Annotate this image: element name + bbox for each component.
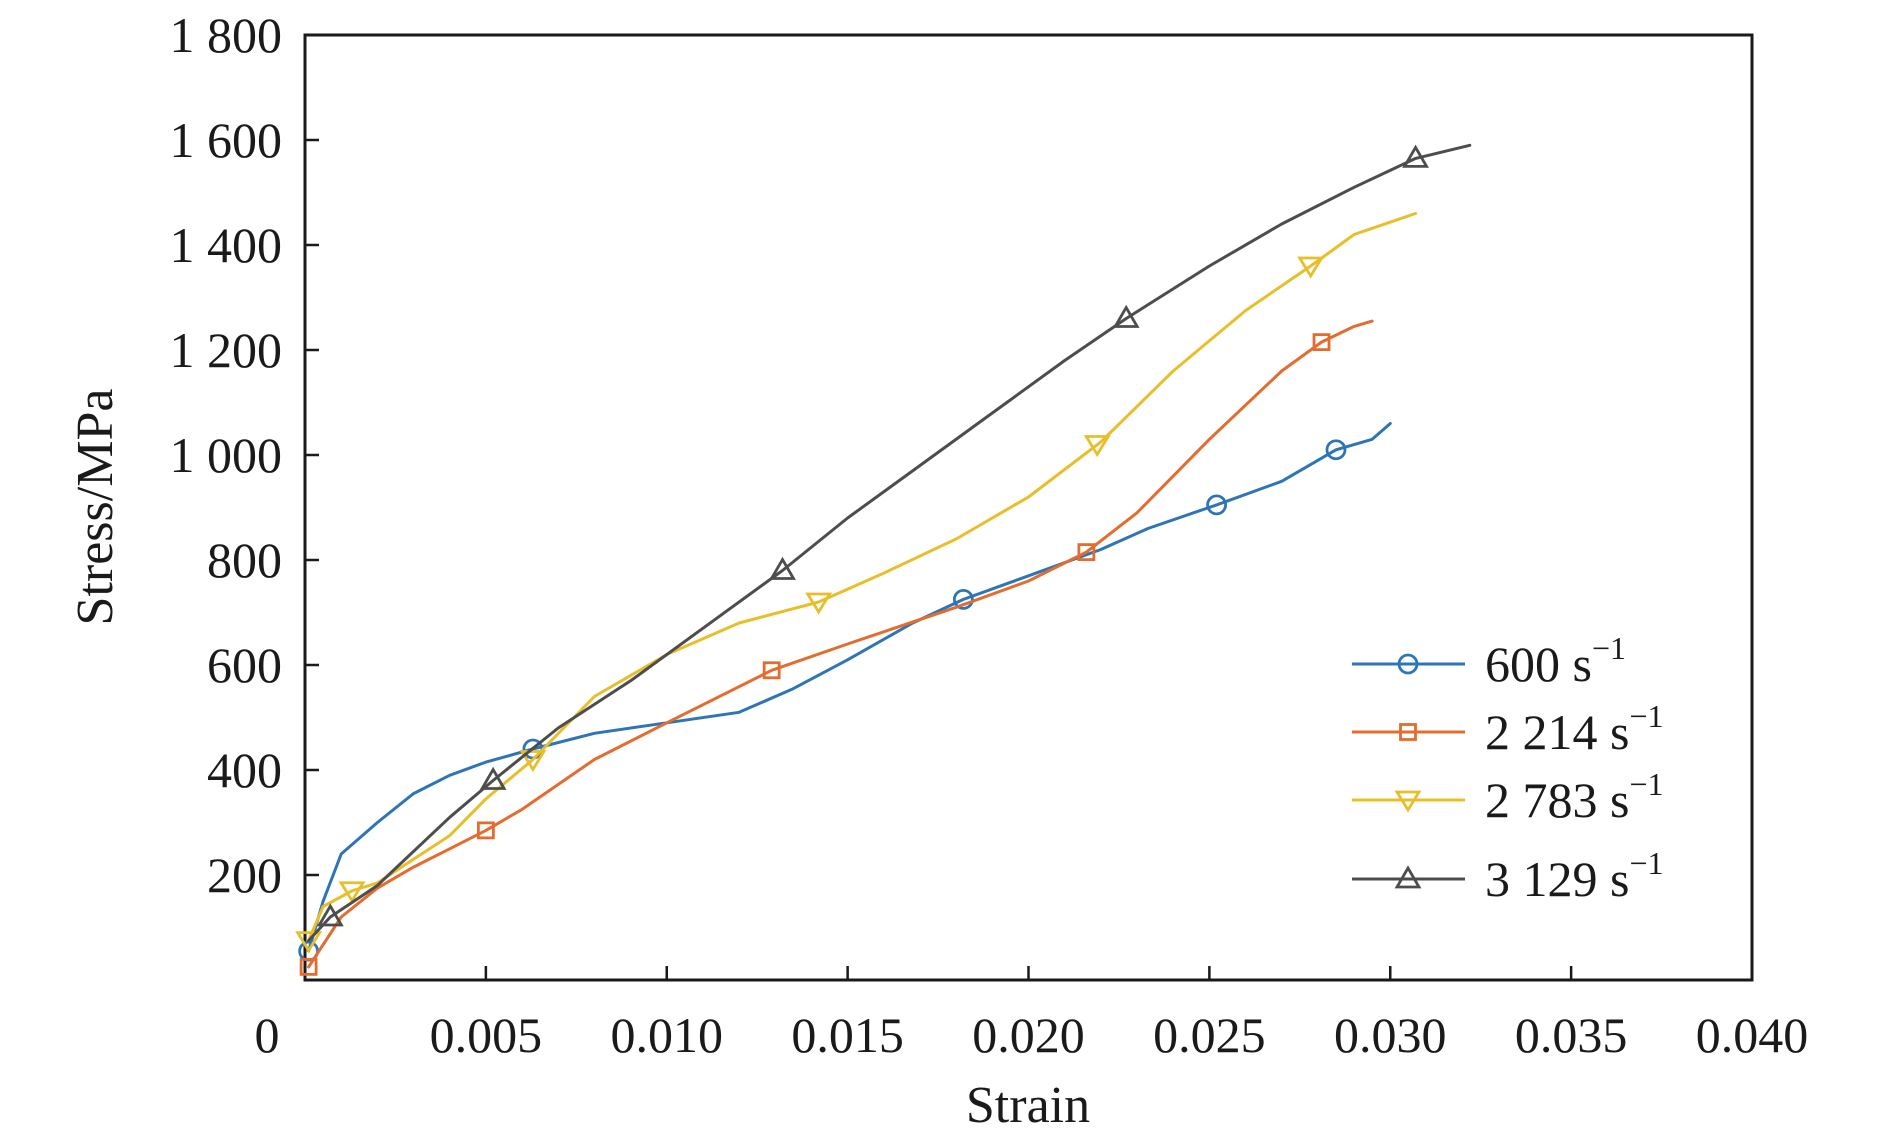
legend-label-text: 2 783 s bbox=[1485, 772, 1629, 828]
series-line bbox=[307, 143, 1472, 943]
legend-item: 2 783 s−1 bbox=[1352, 766, 1664, 828]
x-tick-label: 0.005 bbox=[430, 1007, 543, 1063]
x-tick-label: 0.010 bbox=[611, 1007, 724, 1063]
triangle-up-marker bbox=[1402, 144, 1430, 168]
legend-item: 3 129 s−1 bbox=[1352, 845, 1664, 907]
x-tick-label: 0.020 bbox=[972, 1007, 1085, 1063]
triangle-down-marker bbox=[519, 750, 547, 773]
circle-marker bbox=[952, 588, 974, 610]
square-marker bbox=[476, 821, 495, 840]
series-0 bbox=[298, 422, 1392, 962]
triangle-down-marker bbox=[295, 931, 323, 954]
legend-label: 2 783 s−1 bbox=[1485, 766, 1664, 828]
legend-label: 3 129 s−1 bbox=[1485, 845, 1664, 907]
legend-label-superscript: −1 bbox=[1629, 766, 1663, 802]
triangle-down-marker bbox=[1083, 435, 1111, 458]
y-tick-label: 1 800 bbox=[170, 7, 283, 63]
square-marker bbox=[762, 661, 781, 680]
triangle-down-marker bbox=[805, 592, 833, 615]
square-marker bbox=[299, 957, 318, 976]
triangle-down-marker bbox=[1394, 790, 1422, 813]
y-tick-label: 1 400 bbox=[170, 217, 283, 273]
legend-label-text: 3 129 s bbox=[1485, 851, 1629, 907]
square-marker bbox=[1399, 723, 1417, 741]
x-axis-ticks: 0 0.005 0.010 0.015 0.020 0.025 0.030 0.035 0.04… bbox=[255, 966, 1809, 1063]
square-marker bbox=[1312, 333, 1331, 352]
triangle-up-marker bbox=[479, 766, 507, 790]
legend-label: 2 214 s−1 bbox=[1485, 698, 1664, 760]
legend-label-text: 2 214 s bbox=[1485, 704, 1629, 760]
circle-marker bbox=[1325, 439, 1347, 461]
triangle-up-marker bbox=[1112, 304, 1140, 328]
series-group bbox=[295, 143, 1472, 976]
triangle-up-marker bbox=[1394, 865, 1422, 889]
y-tick-label: 1 200 bbox=[170, 322, 283, 378]
y-tick-label: 800 bbox=[207, 532, 282, 588]
series-line bbox=[307, 319, 1374, 969]
x-tick-label: 0.025 bbox=[1153, 1007, 1266, 1063]
y-tick-label: 400 bbox=[207, 742, 282, 798]
y-tick-label: 1 000 bbox=[170, 427, 283, 483]
x-tick-label: 0.035 bbox=[1515, 1007, 1628, 1063]
legend-item: 600 s−1 bbox=[1352, 630, 1626, 692]
y-axis-ticks: 200 400 600 800 1 000 1 200 1 400 1 600 1 800 bbox=[170, 7, 319, 903]
square-marker bbox=[1077, 543, 1096, 562]
x-tick-label: 0.015 bbox=[791, 1007, 904, 1063]
legend-label-superscript: −1 bbox=[1629, 845, 1663, 881]
triangle-up-marker bbox=[769, 556, 796, 580]
y-axis-label: Stress/MPa bbox=[67, 389, 124, 626]
series-line bbox=[307, 422, 1392, 953]
triangle-down-marker bbox=[338, 881, 366, 904]
triangle-down-marker bbox=[1297, 256, 1325, 279]
series-1 bbox=[299, 319, 1374, 976]
triangle-up-marker bbox=[316, 903, 344, 927]
series-3 bbox=[307, 143, 1472, 943]
x-tick-label: 0.040 bbox=[1696, 1007, 1809, 1063]
legend-label-text: 600 s bbox=[1485, 636, 1592, 692]
legend: 600 s−12 214 s−12 783 s−13 129 s−1 bbox=[1352, 630, 1664, 907]
circle-marker bbox=[1206, 494, 1228, 516]
x-axis-label: Strain bbox=[966, 1077, 1090, 1134]
y-tick-label: 600 bbox=[207, 637, 282, 693]
y-tick-label: 200 bbox=[207, 847, 282, 903]
plot-frame bbox=[303, 33, 1754, 982]
x-tick-label: 0.030 bbox=[1334, 1007, 1447, 1063]
circle-marker bbox=[1397, 653, 1419, 675]
y-tick-label: 1 600 bbox=[170, 112, 283, 168]
legend-label: 600 s−1 bbox=[1485, 630, 1626, 692]
series-line bbox=[307, 212, 1418, 943]
x-tick-label: 0 bbox=[255, 1007, 280, 1063]
legend-label-superscript: −1 bbox=[1629, 698, 1663, 734]
legend-item: 2 214 s−1 bbox=[1352, 698, 1664, 760]
legend-label-superscript: −1 bbox=[1592, 630, 1626, 666]
